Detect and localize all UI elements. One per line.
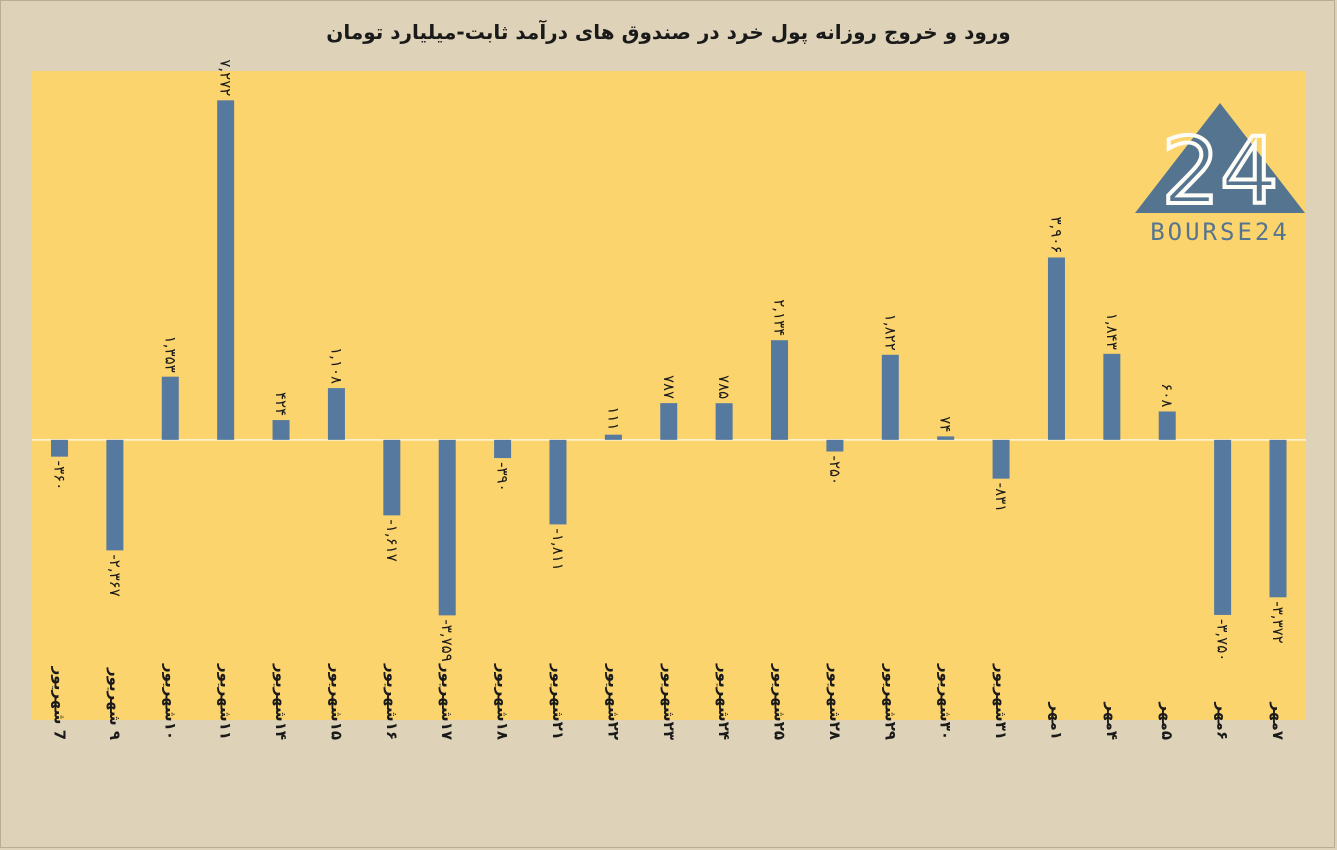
- data-label: -۳,۷۵۹: [438, 619, 456, 661]
- bar: [992, 439, 1010, 479]
- category-label: ۲۹شهریور: [881, 663, 899, 740]
- category-label: 7 شهریور: [51, 666, 69, 740]
- bourse24-logo: 24 BOURSE24: [1135, 103, 1305, 246]
- data-label: ۴۲۴: [272, 392, 290, 416]
- category-label: ۲۲شهریور: [604, 663, 622, 740]
- data-label: -۲۵۰: [826, 456, 844, 486]
- data-label: -۳,۷۵۰: [1214, 619, 1232, 661]
- category-label: ۹ شهریور: [106, 667, 124, 740]
- data-label: -۳۹۰: [494, 462, 512, 492]
- category-label: ۱۵شهریور: [327, 663, 345, 740]
- data-label: ۶۰۸: [1158, 383, 1176, 407]
- bar: [881, 354, 899, 440]
- category-label: ۱۱شهریور: [217, 663, 235, 740]
- bar: [549, 439, 567, 525]
- data-label: ۱,۱۰۸: [327, 347, 345, 384]
- category-label: ۱۴شهریور: [272, 663, 290, 740]
- category-label: ۶مهر: [1214, 701, 1232, 740]
- category-label: ۲۵شهریور: [771, 663, 789, 740]
- category-label: ۲۳شهریور: [660, 663, 678, 740]
- category-label: ۱۸شهریور: [494, 663, 512, 740]
- data-label: ۱,۸۴۳: [1103, 313, 1121, 350]
- bar: [604, 434, 622, 440]
- bar: [217, 100, 235, 440]
- bar: [1047, 257, 1065, 440]
- bar: [383, 439, 401, 516]
- category-label: ۱۰شهریور: [161, 663, 179, 740]
- data-label: ۷۸۷: [660, 375, 678, 399]
- bar: [161, 376, 179, 440]
- data-label: -۳,۳۷۲: [1269, 601, 1287, 643]
- bar: [1269, 439, 1287, 598]
- data-label: -۳۶۰: [51, 461, 69, 491]
- bar: [1214, 439, 1232, 615]
- data-label: ۱۱۱: [604, 407, 622, 431]
- data-label: ۱,۳۵۳: [161, 336, 179, 373]
- data-label: ۲,۱۳۴: [771, 299, 789, 336]
- category-label: ۱مهر: [1047, 701, 1065, 740]
- bar: [327, 388, 345, 440]
- category-label: ۱۶شهریور: [383, 663, 401, 740]
- data-label: -۸۳۱: [992, 483, 1010, 513]
- bar: [660, 403, 678, 440]
- data-label: ۷۴: [937, 416, 955, 432]
- category-label: ۷مهر: [1269, 701, 1287, 740]
- bar: [106, 439, 124, 551]
- logo-wordmark: BOURSE24: [1150, 218, 1290, 246]
- bar: [715, 403, 733, 440]
- logo-triangle: [1135, 103, 1305, 213]
- logo-mark: 24: [1161, 118, 1278, 225]
- data-label: ۷,۲۷۲: [217, 59, 235, 96]
- category-label: ۱۷شهریور: [438, 663, 456, 740]
- bar: [937, 436, 955, 440]
- bar: [494, 439, 512, 459]
- category-label: ۳۱شهریور: [992, 663, 1010, 740]
- bar: [272, 420, 290, 440]
- data-label: -۲,۳۶۷: [106, 554, 124, 596]
- data-label: -۱,۶۱۷: [383, 519, 401, 561]
- bar: [771, 340, 789, 440]
- category-label: ۲۴شهریور: [715, 663, 733, 740]
- data-label: ۳,۹۰۶: [1047, 216, 1065, 253]
- bar: [1158, 411, 1176, 440]
- data-label: ۱,۸۲۲: [881, 314, 899, 351]
- category-label: ۴مهر: [1103, 701, 1121, 740]
- category-label: ۳۰شهریور: [937, 663, 955, 740]
- data-label: -۱,۸۱۱: [549, 528, 567, 570]
- category-label: ۲۱شهریور: [549, 663, 567, 740]
- bar: [438, 439, 456, 616]
- bar: [1103, 353, 1121, 440]
- chart-title: ورود و خروج روزانه پول خرد در صندوق های …: [326, 20, 1011, 44]
- data-label: ۷۸۵: [715, 375, 733, 399]
- plot-area: [32, 71, 1306, 720]
- category-label: ۲۸شهریور: [826, 663, 844, 740]
- category-label: ۵مهر: [1158, 701, 1176, 740]
- bar: [51, 439, 68, 457]
- bar: [826, 439, 844, 452]
